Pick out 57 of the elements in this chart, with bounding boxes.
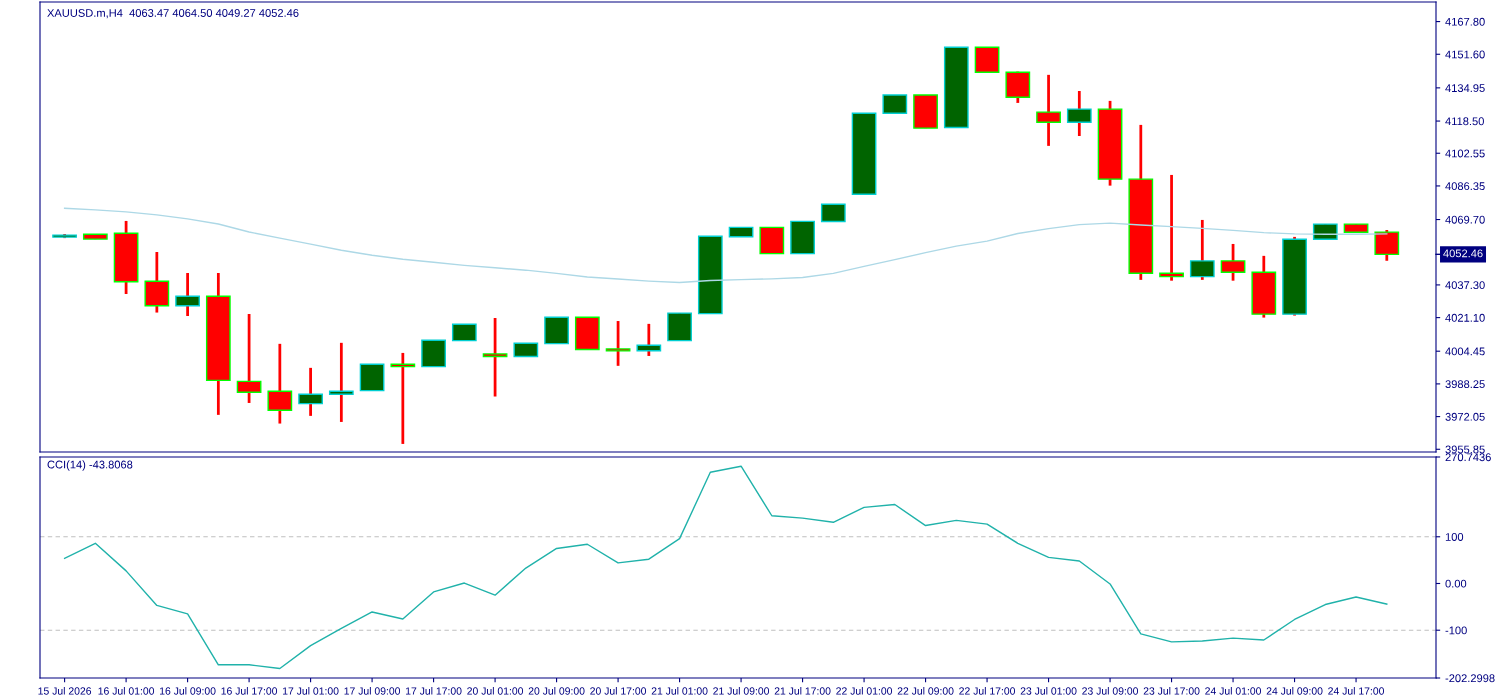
x-tick-label: 24 Jul 17:00: [1328, 687, 1385, 695]
y-tick-label: 4118.50: [1445, 117, 1484, 126]
x-tick-label: 20 Jul 01:00: [467, 687, 524, 695]
text: 4052.46: [1443, 249, 1483, 258]
y-tick-label: 4086.35: [1445, 182, 1485, 191]
candlestick: [482, 316, 508, 398]
chart-title: CCI(14) -43.8068: [47, 460, 133, 471]
y-tick-label: -100: [1445, 626, 1467, 635]
y-tick-label: 100: [1445, 533, 1464, 541]
x-tick-label: 17 Jul 17:00: [406, 687, 462, 695]
y-tick-label: 0.00: [1445, 579, 1467, 588]
x-tick-label: 22 Jul 01:00: [836, 687, 893, 695]
x-tick-label: 21 Jul 01:00: [651, 687, 708, 695]
y-tick-label: 4134.95: [1445, 84, 1485, 92]
x-tick-label: 17 Jul 09:00: [344, 687, 401, 695]
x-tick-label: 17 Jul 01:00: [283, 687, 339, 695]
x-tick-label: 16 Jul 17:00: [221, 687, 278, 695]
x-tick-label: 23 Jul 01:00: [1020, 687, 1077, 695]
x-tick-label: 23 Jul 17:00: [1143, 687, 1200, 695]
candlestick: [636, 322, 662, 358]
x-tick-label: 20 Jul 17:00: [590, 687, 647, 695]
x-tick-label: 15 Jul 2026: [38, 687, 92, 695]
y-tick-label: -202.2998: [1445, 674, 1495, 683]
y-tick-label: 4167.80: [1445, 17, 1485, 26]
x-tick-label: 22 Jul 17:00: [959, 687, 1016, 695]
y-tick-label: 4021.10: [1445, 313, 1485, 322]
x-tick-label: 20 Jul 09:00: [528, 687, 585, 695]
x-tick-label: 24 Jul 09:00: [1266, 687, 1323, 695]
y-tick-label: 270.7436: [1445, 453, 1491, 462]
candlestick: [236, 312, 262, 405]
y-tick-label: 4102.55: [1445, 149, 1485, 158]
candlestick: [328, 341, 354, 424]
y-tick-label: 4037.30: [1445, 281, 1485, 290]
y-tick-label: 3955.85: [1445, 445, 1485, 454]
x-tick-label: 24 Jul 01:00: [1205, 687, 1262, 695]
candlestick: [267, 342, 293, 425]
y-tick-label: 3988.25: [1445, 380, 1485, 389]
candlestick: [1374, 228, 1400, 263]
text: XAUUSD.m,H4 4063.47 4064.50 4049.27 4052.46: [47, 9, 299, 19]
y-tick-label: 3972.05: [1445, 412, 1485, 421]
y-tick-label: 4151.60: [1445, 50, 1485, 59]
x-tick-label: 21 Jul 17:00: [774, 687, 831, 695]
x-tick-label: 16 Jul 09:00: [160, 687, 216, 695]
candlestick: [175, 271, 200, 318]
candlestick: [605, 319, 631, 368]
candlestick: [1220, 242, 1246, 283]
candlestick: [298, 366, 323, 418]
x-tick-label: 22 Jul 09:00: [897, 687, 954, 695]
candlestick: [1036, 73, 1061, 148]
candlestick: [1066, 89, 1092, 138]
x-tick-label: 16 Jul 01:00: [98, 687, 155, 695]
candlestick: [882, 94, 908, 114]
x-tick-label: 21 Jul 09:00: [713, 687, 770, 695]
y-tick-label: 4069.70: [1445, 215, 1485, 224]
x-tick-label: 23 Jul 09:00: [1082, 687, 1139, 695]
y-tick-label: 4004.45: [1445, 347, 1485, 356]
candlestick: [1189, 218, 1215, 282]
